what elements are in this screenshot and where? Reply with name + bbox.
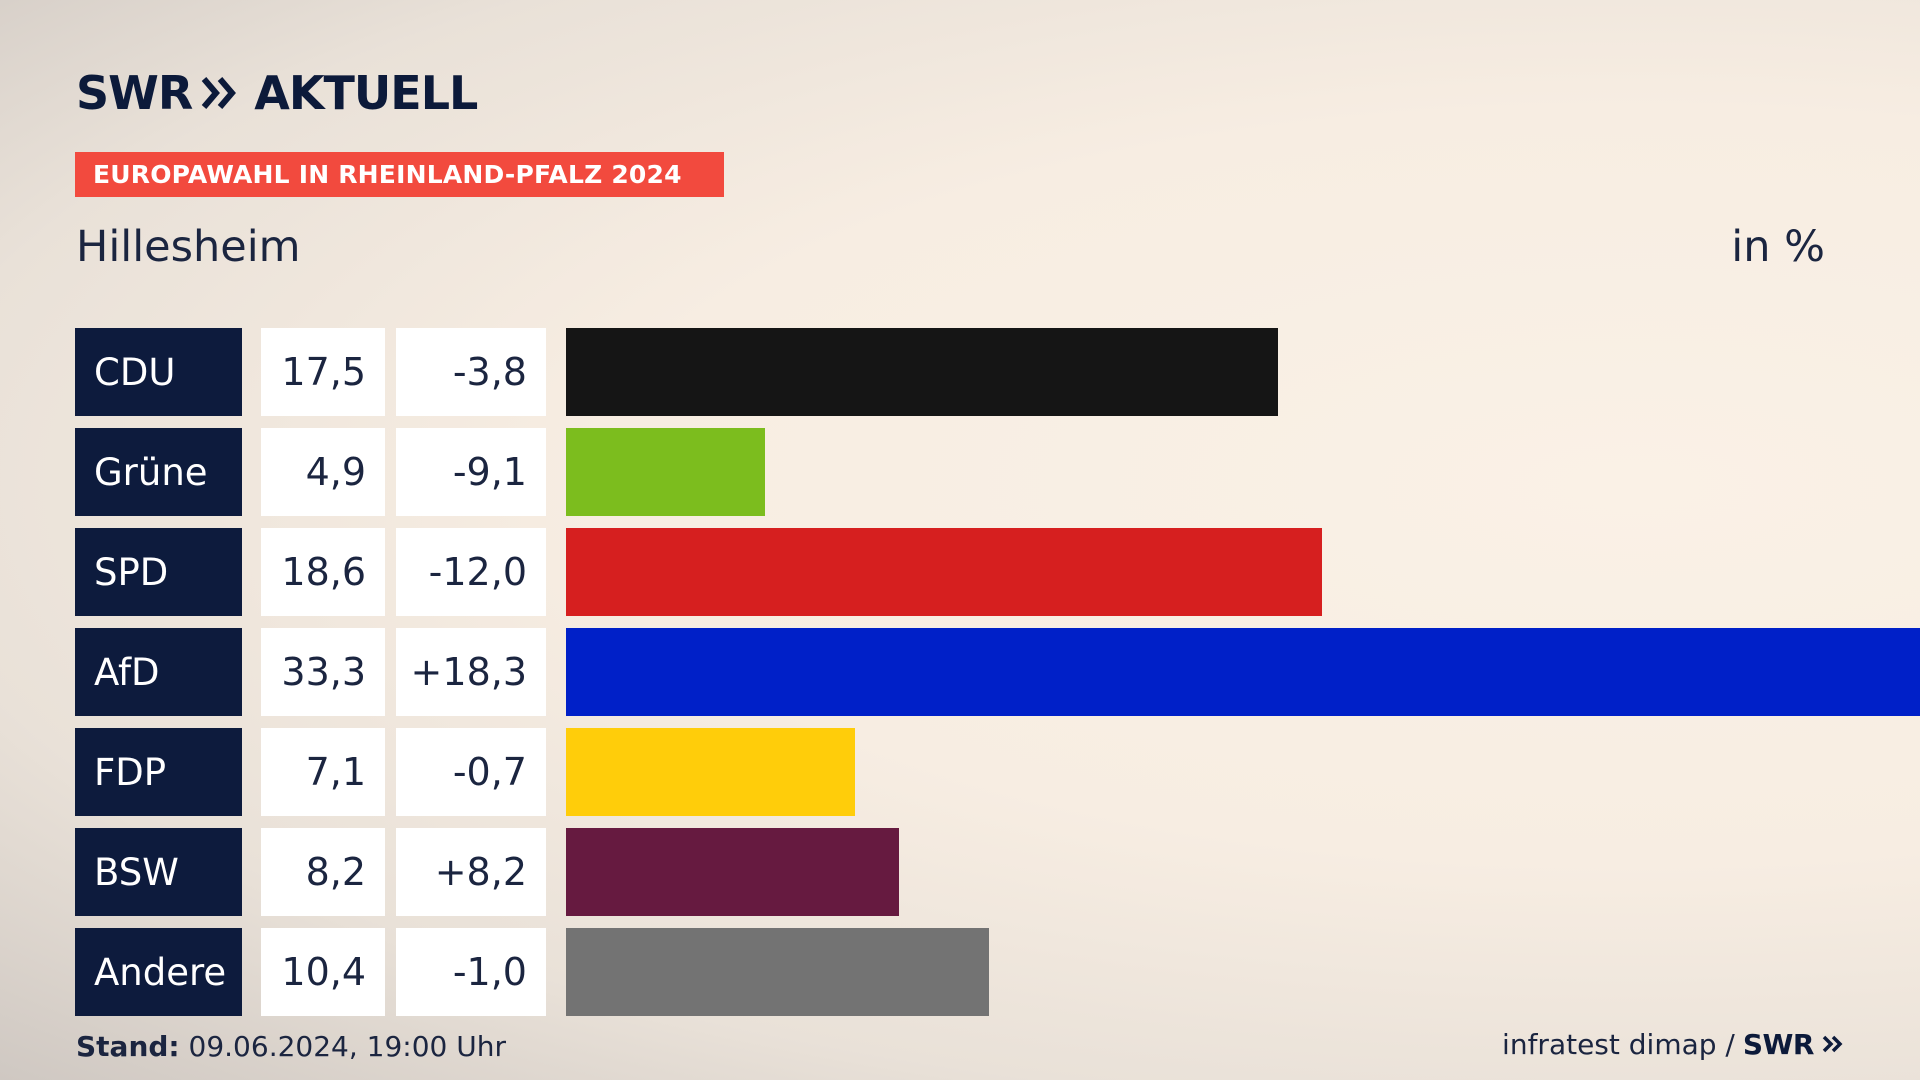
change-value: -1,0 <box>396 928 546 1016</box>
vote-share-value: 7,1 <box>261 728 385 816</box>
change-value: -12,0 <box>396 528 546 616</box>
change-value: -9,1 <box>396 428 546 516</box>
vote-share-value: 10,4 <box>261 928 385 1016</box>
source-brand: SWR <box>1742 1028 1815 1061</box>
stand-value: 09.06.2024, 19:00 Uhr <box>188 1030 506 1063</box>
change-value: -3,8 <box>396 328 546 416</box>
party-label: FDP <box>75 728 242 816</box>
party-label: Grüne <box>75 428 242 516</box>
vote-share-value: 18,6 <box>261 528 385 616</box>
double-chevron-icon <box>200 75 240 111</box>
result-bar <box>566 528 1322 616</box>
vote-share-value: 17,5 <box>261 328 385 416</box>
result-bar <box>566 728 855 816</box>
unit-label: in % <box>1731 222 1825 272</box>
logo-brand: SWR <box>76 66 193 120</box>
result-bar <box>566 428 765 516</box>
vote-share-value: 4,9 <box>261 428 385 516</box>
vote-share-value: 33,3 <box>261 628 385 716</box>
source-credit: infratest dimap / SWR <box>1502 1028 1844 1061</box>
result-bar <box>566 828 899 916</box>
party-label: AfD <box>75 628 242 716</box>
source-label: infratest dimap / <box>1502 1028 1735 1061</box>
party-label: Andere <box>75 928 242 1016</box>
election-banner: EUROPAWAHL IN RHEINLAND-PFALZ 2024 <box>75 152 724 197</box>
result-bar <box>566 328 1278 416</box>
vote-share-value: 8,2 <box>261 828 385 916</box>
change-value: -0,7 <box>396 728 546 816</box>
result-bar <box>566 628 1920 716</box>
party-label: BSW <box>75 828 242 916</box>
party-label: CDU <box>75 328 242 416</box>
logo-suffix: AKTUELL <box>254 66 478 120</box>
stand-label: Stand: <box>76 1030 180 1063</box>
change-value: +8,2 <box>396 828 546 916</box>
party-label: SPD <box>75 528 242 616</box>
swr-aktuell-logo: SWR AKTUELL <box>76 66 478 120</box>
chevron-icon <box>1822 1028 1844 1061</box>
place-title: Hillesheim <box>76 222 301 272</box>
change-value: +18,3 <box>396 628 546 716</box>
result-bar <box>566 928 989 1016</box>
timestamp: Stand: 09.06.2024, 19:00 Uhr <box>76 1030 506 1063</box>
